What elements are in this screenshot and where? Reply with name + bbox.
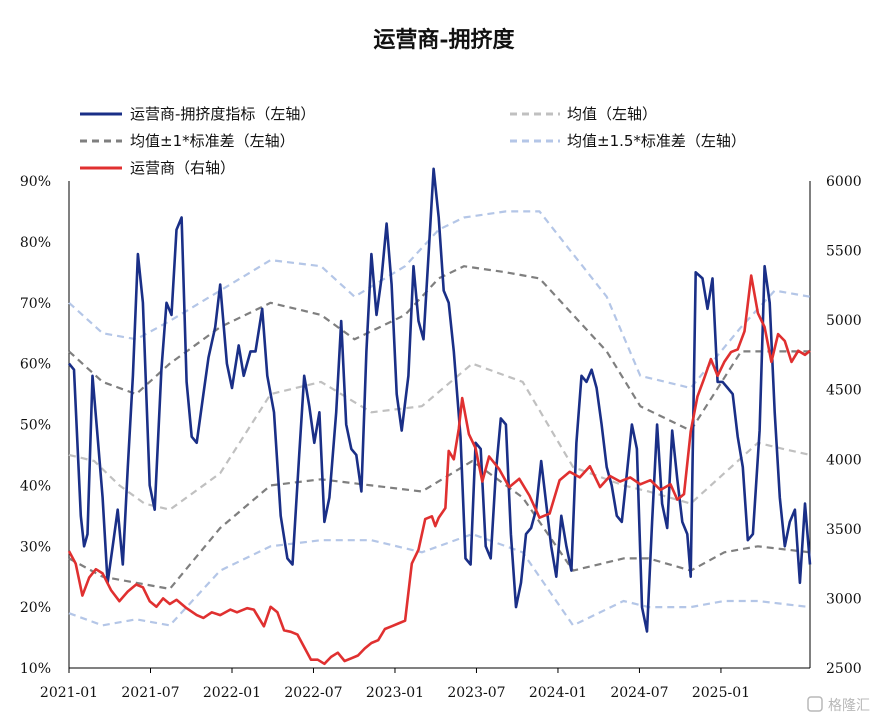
series-line-3-0 bbox=[68, 210, 811, 390]
right-tick-label: 6000 bbox=[826, 174, 862, 190]
x-tick-label: 2023-07 bbox=[447, 685, 505, 701]
series-line-3-1 bbox=[68, 533, 811, 627]
series-line-2-0 bbox=[68, 265, 810, 432]
legend-label-crowding: 运营商-拥挤度指标（左轴） bbox=[130, 105, 315, 123]
legend-item-crowding: 运营商-拥挤度指标（左轴） bbox=[80, 105, 315, 123]
legend-label-mean: 均值（左轴） bbox=[567, 105, 657, 123]
right-axis-ticks: 2500 3000 3500 4000 4500 5000 5500 6000 bbox=[826, 174, 862, 677]
x-axis-ticks: 2021-01 2021-07 2022-01 2022-07 2023-01 2023-… bbox=[40, 668, 750, 701]
x-tick-label: 2023-01 bbox=[366, 685, 424, 701]
left-tick-label: 60% bbox=[20, 357, 51, 373]
series-line-2-1 bbox=[68, 459, 811, 590]
right-tick-label: 3500 bbox=[826, 522, 862, 538]
legend-item-1std: 均值±1*标准差（左轴） bbox=[80, 132, 295, 150]
right-tick-label: 4000 bbox=[826, 452, 862, 468]
left-tick-label: 80% bbox=[20, 235, 51, 251]
legend-item-1-5std: 均值±1.5*标准差（左轴） bbox=[510, 132, 746, 150]
x-tick-label: 2024-07 bbox=[610, 685, 668, 701]
legend-item-mean: 均值（左轴） bbox=[510, 105, 657, 123]
series-line-0-0 bbox=[67, 167, 812, 633]
legend-label-1std: 均值±1*标准差（左轴） bbox=[130, 132, 295, 150]
left-tick-label: 30% bbox=[20, 539, 51, 555]
left-tick-label: 50% bbox=[20, 418, 51, 434]
series-layer bbox=[67, 167, 812, 666]
watermark-logo-icon bbox=[807, 696, 823, 712]
series-line-1-0 bbox=[68, 362, 811, 511]
legend-label-1-5std: 均值±1.5*标准差（左轴） bbox=[567, 132, 746, 150]
legend: 运营商-拥挤度指标（左轴） 均值（左轴） 均值±1*标准差（左轴） 均值±1.5… bbox=[80, 105, 746, 177]
x-tick-label: 2022-07 bbox=[284, 685, 342, 701]
left-tick-label: 10% bbox=[20, 661, 51, 677]
right-tick-label: 5500 bbox=[826, 244, 862, 260]
left-tick-label: 70% bbox=[20, 296, 51, 312]
left-tick-label: 20% bbox=[20, 600, 51, 616]
x-tick-label: 2025-01 bbox=[692, 685, 750, 701]
series-line-4-0 bbox=[67, 274, 811, 666]
x-tick-label: 2021-01 bbox=[40, 685, 98, 701]
watermark-text: 格隆汇 bbox=[828, 698, 870, 714]
right-tick-label: 5000 bbox=[826, 313, 862, 329]
right-tick-label: 4500 bbox=[826, 383, 862, 399]
left-tick-label: 40% bbox=[20, 478, 51, 494]
chart-title: 运营商-拥挤度 bbox=[373, 27, 515, 53]
legend-label-price: 运营商（右轴） bbox=[130, 159, 235, 177]
x-tick-label: 2022-01 bbox=[203, 685, 261, 701]
x-tick-label: 2021-07 bbox=[121, 685, 179, 701]
x-tick-label: 2024-01 bbox=[529, 685, 587, 701]
left-tick-label: 90% bbox=[20, 174, 51, 190]
watermark: 格隆汇 bbox=[807, 696, 870, 714]
legend-item-price: 运营商（右轴） bbox=[80, 159, 235, 177]
right-tick-label: 2500 bbox=[826, 661, 862, 677]
left-axis-ticks: 10% 20% 30% 40% 50% 60% 70% 80% 90% bbox=[20, 174, 51, 677]
right-tick-label: 3000 bbox=[826, 591, 862, 607]
